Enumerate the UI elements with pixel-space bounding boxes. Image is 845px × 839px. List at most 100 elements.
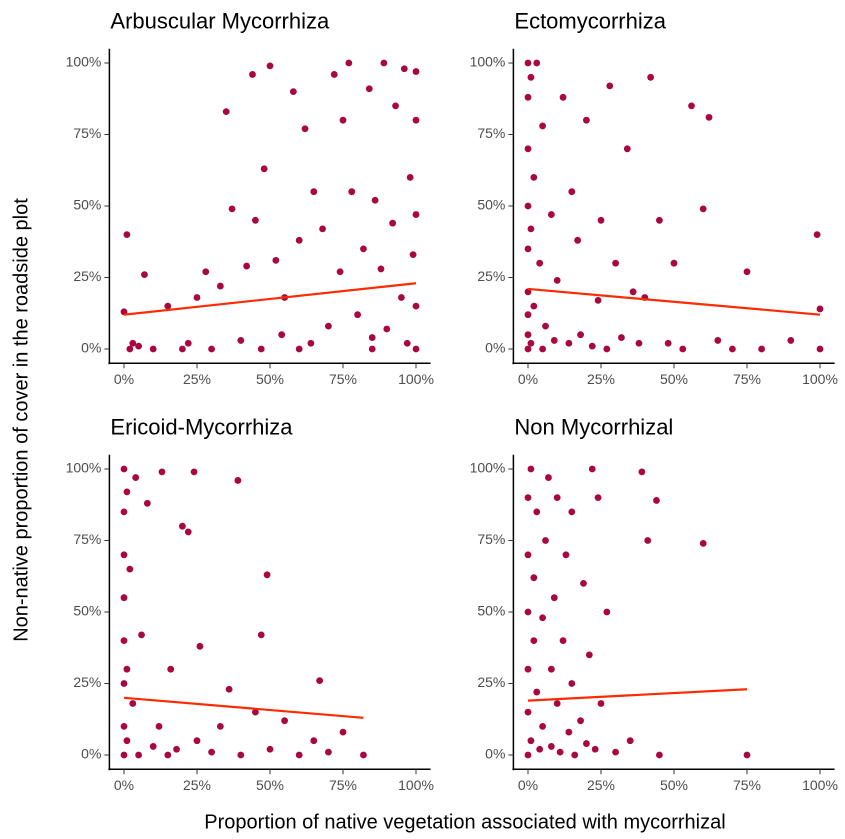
point	[647, 73, 655, 81]
point	[138, 631, 145, 639]
point	[409, 251, 417, 259]
point	[588, 465, 596, 473]
y-tick-label: 75%	[477, 531, 505, 547]
point	[225, 685, 233, 693]
point	[550, 594, 558, 602]
point	[577, 717, 584, 725]
point	[149, 743, 157, 750]
point	[141, 271, 148, 279]
point	[173, 745, 180, 753]
point	[164, 302, 172, 310]
point	[565, 339, 573, 347]
x-tick-label: 0%	[518, 371, 538, 387]
point	[597, 216, 605, 224]
point	[184, 528, 192, 536]
point	[524, 751, 532, 759]
point	[583, 116, 590, 124]
point	[339, 728, 347, 736]
point	[228, 205, 236, 213]
point	[679, 345, 687, 353]
point	[588, 342, 596, 350]
point	[380, 59, 388, 67]
y-tick-label: 100%	[470, 460, 506, 476]
point	[143, 499, 151, 507]
point	[699, 205, 707, 213]
point	[527, 73, 535, 81]
point	[216, 282, 224, 290]
point	[670, 259, 678, 267]
point	[565, 728, 573, 736]
point	[524, 494, 532, 501]
y-tick-label: 0%	[81, 746, 101, 762]
trend-line	[527, 688, 748, 702]
point	[524, 311, 532, 319]
point	[412, 302, 420, 310]
x-tick-label: 100%	[802, 371, 838, 387]
point	[705, 113, 713, 121]
x-tick-label: 0%	[114, 371, 134, 387]
point	[202, 268, 210, 276]
point	[527, 339, 535, 347]
point	[714, 337, 722, 344]
y-tick-label: 25%	[477, 268, 505, 284]
point	[612, 748, 619, 756]
y-tick-label: 50%	[477, 197, 505, 213]
point	[524, 145, 532, 153]
y-tick-label: 25%	[73, 674, 101, 690]
point	[562, 551, 570, 559]
point	[524, 202, 532, 210]
point	[345, 59, 353, 67]
point	[179, 522, 186, 530]
x-tick-label: 25%	[183, 371, 211, 387]
point	[524, 93, 532, 101]
point	[542, 322, 549, 330]
point	[120, 637, 128, 644]
panel-title: Ericoid-Mycorrhiza	[110, 415, 293, 440]
point	[301, 125, 309, 133]
point	[816, 345, 824, 353]
panel-title: Non Mycorrhizal	[514, 415, 673, 440]
point	[319, 225, 326, 233]
point	[536, 259, 544, 267]
point	[339, 116, 347, 124]
point	[743, 268, 751, 276]
point	[530, 637, 538, 644]
point	[120, 594, 128, 602]
point	[263, 571, 271, 579]
point	[597, 700, 605, 707]
y-tick-label: 25%	[477, 674, 505, 690]
point	[412, 211, 420, 218]
point	[266, 745, 274, 753]
point	[533, 688, 541, 696]
point	[371, 196, 379, 204]
x-tick-label: 50%	[660, 777, 688, 793]
y-tick-label: 0%	[81, 340, 101, 356]
point	[360, 245, 367, 253]
point	[583, 740, 590, 747]
point	[237, 751, 245, 759]
point	[132, 474, 140, 481]
x-tick-label: 100%	[398, 371, 434, 387]
point	[120, 551, 128, 559]
point	[545, 474, 552, 481]
point	[266, 62, 274, 70]
point	[585, 651, 593, 659]
y-tick-label: 75%	[477, 125, 505, 141]
point	[120, 508, 128, 516]
point	[252, 216, 259, 224]
point	[123, 488, 131, 496]
point	[635, 339, 643, 347]
point	[623, 145, 631, 153]
point	[400, 65, 408, 73]
y-tick-label: 75%	[73, 125, 101, 141]
point	[295, 345, 303, 353]
point	[524, 331, 532, 339]
point	[729, 345, 736, 353]
y-tick-label: 25%	[73, 268, 101, 284]
point	[629, 288, 637, 296]
point	[574, 236, 582, 244]
point	[257, 345, 265, 353]
y-axis-label: Non-native proportion of cover in the ro…	[10, 198, 32, 642]
point	[377, 265, 385, 273]
y-tick-label: 50%	[73, 197, 101, 213]
